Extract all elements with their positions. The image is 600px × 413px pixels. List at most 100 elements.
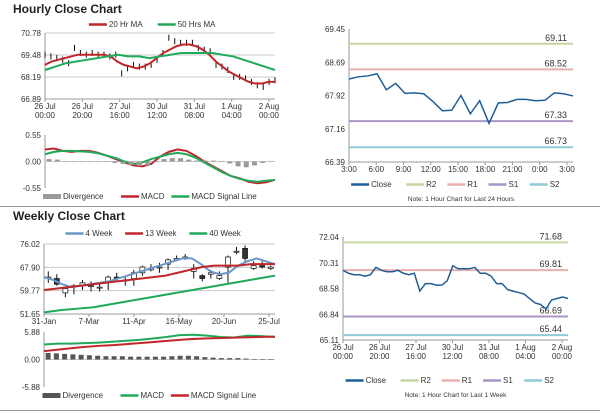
legend-label: MACD Signal Line	[191, 391, 257, 400]
divergence-bar	[145, 161, 151, 166]
x-tick-label: 30 Jul 12:00	[442, 343, 464, 361]
legend-label: S1	[503, 376, 513, 385]
series-20-hr-ma	[44, 43, 275, 85]
divergence-bar	[161, 356, 167, 360]
divergence-bar	[112, 161, 118, 163]
hourly-chart-title: Hourly Close Chart	[13, 2, 122, 16]
divergence-bar	[161, 159, 167, 162]
divergence-bar	[128, 161, 134, 165]
candle-body	[242, 248, 248, 259]
candle-body	[88, 285, 94, 288]
y-tick-label: 66.84	[319, 310, 340, 319]
divergence-bar	[45, 352, 51, 360]
x-tick-label: 7-Mar	[79, 317, 100, 326]
series-13-week	[43, 263, 275, 292]
y-tick-label: 66.39	[325, 158, 346, 167]
divergence-bar	[169, 158, 175, 162]
legend-label: 50 Hrs MA	[178, 20, 216, 29]
level-label-s1: 66.69	[539, 306, 562, 316]
y-tick-label: 65.11	[320, 336, 340, 345]
y-tick-label: 69.45	[325, 25, 346, 34]
candle-body	[96, 286, 103, 289]
divergence-bar	[235, 358, 241, 360]
x-tick-label: 6:00	[368, 165, 384, 174]
divergence-bar	[210, 357, 216, 360]
y-tick-label: 70.31	[319, 259, 340, 268]
divergence-bar	[120, 161, 126, 164]
candle-body	[216, 275, 223, 279]
divergence-bar	[268, 161, 274, 162]
x-tick-label: 20-Jun	[212, 317, 236, 326]
legend-label: R1	[467, 180, 478, 189]
candle-body	[156, 266, 163, 269]
legend-label: 20 Hr MA	[109, 20, 143, 29]
legend-label: Divergence	[63, 391, 104, 400]
y-tick-label: 0.00	[24, 356, 40, 365]
y-tick-label: 76.02	[20, 240, 41, 249]
divider	[0, 206, 600, 207]
y-tick-label: 68.69	[325, 58, 346, 67]
legend-label: S2	[544, 376, 554, 385]
divergence-bar	[152, 356, 158, 360]
x-tick-label: 11-Apr	[122, 317, 146, 326]
legend-swatch-divergence	[42, 393, 61, 398]
divergence-bar	[202, 160, 208, 162]
legend-label: 40 Week	[209, 229, 241, 238]
divergence-bar	[178, 158, 183, 162]
divergence-bar	[252, 161, 257, 166]
divergence-bar	[210, 160, 216, 162]
divergence-bar	[169, 356, 175, 360]
legend-label: MACD	[141, 192, 165, 201]
x-tick-label: 16-May	[166, 317, 193, 326]
x-tick-label: 18:00	[475, 165, 496, 174]
divergence-bar	[78, 354, 84, 360]
candle-body	[199, 275, 206, 279]
x-tick-label: 26 Jul 00:00	[332, 343, 354, 361]
divergence-bar	[185, 355, 191, 360]
legend-label: MACD	[141, 391, 165, 400]
y-tick-label: 68.19	[21, 73, 42, 82]
divergence-bar	[219, 161, 225, 162]
divergence-bar	[260, 161, 266, 163]
x-tick-label: 3:00	[559, 165, 575, 174]
y-tick-label: 5.88	[24, 328, 40, 337]
y-tick-label: 0.00	[25, 158, 41, 167]
x-tick-label: 26 Jul 00:00	[34, 102, 56, 120]
divergence-bar	[144, 356, 150, 360]
divergence-bar	[53, 353, 59, 360]
x-tick-label: 31 Jul 08:00	[478, 343, 500, 361]
x-tick-label: 3:00	[341, 165, 357, 174]
level-label-s1: 67.33	[544, 110, 567, 120]
candle-body	[259, 265, 266, 268]
series-40-week	[43, 274, 276, 314]
level-label-r2: 71.68	[539, 231, 562, 241]
series-close	[348, 72, 574, 126]
divergence-bar	[86, 355, 92, 360]
x-tick-label: 2 Aug 00:00	[552, 343, 573, 361]
divergence-bar	[136, 356, 142, 360]
divergence-bar	[71, 161, 77, 162]
legend-label: Divergence	[63, 192, 104, 201]
x-tick-label: 1 Aug 04:00	[221, 102, 242, 120]
divergence-bar	[194, 160, 200, 162]
divergence-bar	[153, 161, 159, 162]
divergence-bar	[177, 355, 183, 360]
divergence-bar	[243, 358, 249, 360]
level-label-r2: 69.11	[545, 33, 567, 43]
series-50-hrs-ma	[44, 52, 276, 71]
divergence-bar	[202, 357, 208, 360]
legend-label: R1	[462, 376, 473, 385]
x-tick-label: 27 Jul 16:00	[405, 343, 427, 361]
candle-body	[207, 272, 214, 275]
divergence-bar	[186, 159, 192, 162]
series-macd	[43, 333, 276, 346]
divergence-bar	[268, 359, 274, 360]
y-tick-label: 59.77	[20, 287, 41, 296]
y-tick-label: 72.04	[319, 233, 340, 242]
x-tick-label: 31-Jan	[32, 317, 56, 326]
x-tick-label: 30 Jul 12:00	[146, 102, 168, 120]
legend-label: S1	[509, 180, 519, 189]
